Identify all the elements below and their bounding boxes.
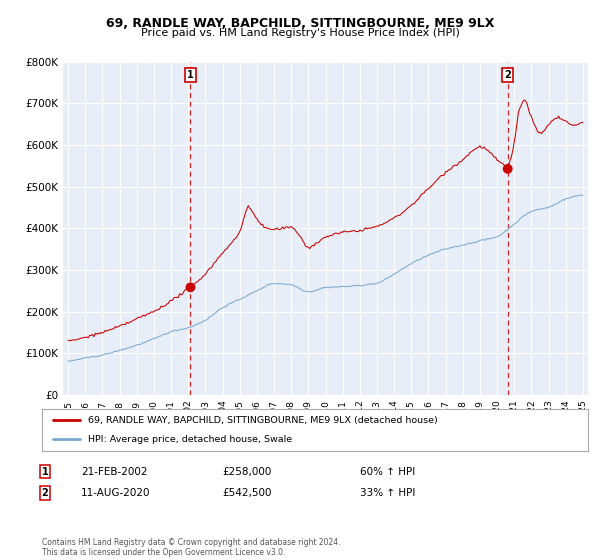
Text: 11-AUG-2020: 11-AUG-2020 (81, 488, 151, 498)
Text: 2: 2 (505, 70, 511, 80)
Text: Contains HM Land Registry data © Crown copyright and database right 2024.
This d: Contains HM Land Registry data © Crown c… (42, 538, 341, 557)
Text: 69, RANDLE WAY, BAPCHILD, SITTINGBOURNE, ME9 9LX: 69, RANDLE WAY, BAPCHILD, SITTINGBOURNE,… (106, 17, 494, 30)
Text: 69, RANDLE WAY, BAPCHILD, SITTINGBOURNE, ME9 9LX (detached house): 69, RANDLE WAY, BAPCHILD, SITTINGBOURNE,… (88, 416, 438, 424)
Text: 1: 1 (187, 70, 194, 80)
Text: 60% ↑ HPI: 60% ↑ HPI (360, 466, 415, 477)
Text: 33% ↑ HPI: 33% ↑ HPI (360, 488, 415, 498)
Text: £542,500: £542,500 (222, 488, 271, 498)
Text: HPI: Average price, detached house, Swale: HPI: Average price, detached house, Swal… (88, 435, 293, 444)
Text: 21-FEB-2002: 21-FEB-2002 (81, 466, 148, 477)
Text: Price paid vs. HM Land Registry's House Price Index (HPI): Price paid vs. HM Land Registry's House … (140, 28, 460, 38)
Text: 2: 2 (41, 488, 49, 498)
Text: £258,000: £258,000 (222, 466, 271, 477)
Point (185, 283, 195, 292)
Text: 1: 1 (41, 466, 49, 477)
Point (503, 165, 512, 174)
